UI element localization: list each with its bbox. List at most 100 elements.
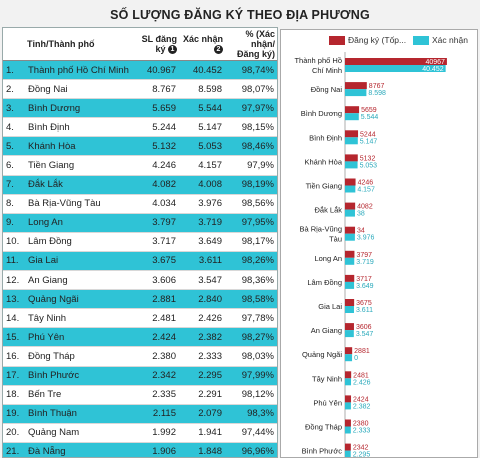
bar-confirmed[interactable] — [345, 426, 351, 434]
table-row[interactable]: 8. Bà Rịa-Vũng Tàu 4.034 3.976 98,56% — [3, 194, 277, 214]
row-index: 3. — [3, 98, 25, 119]
province-header[interactable]: Tỉnh/Thành phố — [25, 28, 129, 61]
bar-confirmed[interactable] — [345, 354, 353, 362]
bar-registered[interactable] — [345, 347, 353, 355]
registered-count: 2.881 — [129, 289, 179, 310]
confirmed-count: 5.147 — [179, 117, 225, 138]
confirmed-header[interactable]: Xác nhận 2 — [179, 28, 225, 61]
legend-item-confirmed[interactable]: Xác nhận — [413, 34, 468, 46]
province-name: Đồng Nai — [25, 79, 129, 100]
data-label-registered: 3606 — [356, 324, 372, 331]
bar-confirmed[interactable] — [345, 402, 351, 410]
bar-confirmed[interactable] — [345, 209, 355, 217]
table-row[interactable]: 1. Thành phố Hồ Chí Minh 40.967 40.452 98,74… — [3, 60, 277, 81]
bar-registered[interactable] — [345, 226, 356, 234]
legend-item-registered[interactable]: Đăng ký (Tốp... — [329, 34, 406, 46]
table-row[interactable]: 21. Đà Nẵng 1.906 1.848 96,96% — [3, 442, 277, 457]
bar-confirmed[interactable] — [345, 89, 367, 97]
category-label: Thành phố Hồ Chí Minh — [294, 56, 342, 75]
table-row[interactable]: 7. Đắk Lắk 4.082 4.008 98,19% — [3, 175, 277, 195]
bar-confirmed[interactable] — [345, 378, 352, 386]
bar-registered[interactable] — [345, 323, 354, 331]
bar-confirmed[interactable] — [345, 450, 351, 457]
category-label: Lâm Đồng — [307, 278, 342, 287]
registered-count: 2.481 — [129, 308, 179, 329]
sort-order-2-icon: 2 — [214, 45, 223, 55]
data-label-registered: 8767 — [369, 83, 385, 90]
bar-registered[interactable] — [345, 202, 356, 210]
confirmed-count: 5.544 — [179, 98, 225, 119]
province-table: Tỉnh/Thành phố SL đăng ký 1 Xác nhận 2 %… — [3, 28, 277, 457]
confirmation-ratio: 98,27% — [225, 327, 277, 348]
registered-header[interactable]: SL đăng ký 1 — [129, 28, 179, 61]
confirmation-ratio: 96,96% — [225, 442, 277, 457]
bar-confirmed[interactable] — [345, 137, 358, 145]
table-row[interactable]: 6. Tiền Giang 4.246 4.157 97,9% — [3, 155, 277, 176]
registered-count: 5.132 — [129, 136, 179, 157]
bar-registered[interactable] — [345, 106, 360, 114]
table-row[interactable]: 18. Bến Tre 2.335 2.291 98,12% — [3, 385, 277, 405]
table-row[interactable]: 9. Long An 3.797 3.719 97,95% — [3, 213, 277, 233]
ratio-header[interactable]: % (Xác nhận/ Đăng ký) — [225, 28, 277, 61]
bar-registered[interactable] — [345, 443, 351, 451]
confirmed-count: 2.840 — [179, 289, 225, 310]
province-name: Gia Lai — [25, 251, 129, 272]
confirmation-ratio: 97,78% — [225, 308, 277, 329]
bar-registered[interactable] — [345, 82, 367, 90]
registered-count: 2.335 — [129, 385, 179, 405]
table-row[interactable]: 20. Quảng Nam 1.992 1.941 97,44% — [3, 423, 277, 443]
bar-registered[interactable] — [345, 371, 352, 379]
table-row[interactable]: 11. Gia Lai 3.675 3.611 98,26% — [3, 251, 277, 272]
table-row[interactable]: 16. Đồng Tháp 2.380 2.333 98,03% — [3, 346, 277, 367]
table-row[interactable]: 19. Bình Thuận 2.115 2.079 98,3% — [3, 404, 277, 424]
bar-registered[interactable] — [345, 419, 351, 427]
confirmation-ratio: 98,03% — [225, 346, 277, 367]
confirmation-ratio: 97,99% — [225, 366, 277, 386]
table-row[interactable]: 15. Phú Yên 2.424 2.382 98,27% — [3, 327, 277, 348]
bar-registered[interactable] — [345, 58, 447, 65]
category-label: Khánh Hòa — [304, 157, 342, 166]
data-label-confirmed: 40.452 — [422, 66, 444, 73]
bar-confirmed[interactable] — [345, 257, 355, 265]
category-label: Gia Lai — [318, 302, 342, 311]
province-name: Đồng Tháp — [25, 346, 129, 367]
table-row[interactable]: 2. Đồng Nai 8.767 8.598 98,07% — [3, 79, 277, 100]
data-label-registered: 3717 — [356, 276, 372, 283]
row-index: 6. — [3, 155, 25, 176]
table-row[interactable]: 3. Bình Dương 5.659 5.544 97,97% — [3, 98, 277, 119]
bar-registered[interactable] — [345, 154, 358, 162]
row-index: 1. — [3, 60, 25, 81]
table-row[interactable]: 5. Khánh Hòa 5.132 5.053 98,46% — [3, 136, 277, 157]
bar-confirmed[interactable] — [345, 306, 354, 313]
table-row[interactable]: 4. Bình Định 5.244 5.147 98,15% — [3, 117, 277, 138]
table-row[interactable]: 17. Bình Phước 2.342 2.295 97,99% — [3, 366, 277, 386]
bar-registered[interactable] — [345, 130, 359, 138]
data-label-registered: 5659 — [361, 107, 377, 114]
confirmation-ratio: 98,12% — [225, 385, 277, 405]
table-row[interactable]: 10. Lâm Đồng 3.717 3.649 98,17% — [3, 232, 277, 252]
bar-confirmed[interactable] — [345, 113, 359, 121]
bar-registered[interactable] — [345, 395, 352, 403]
category-label: An Giang — [311, 326, 342, 335]
row-index: 8. — [3, 194, 25, 214]
table-row[interactable]: 14. Tây Ninh 2.481 2.426 97,78% — [3, 308, 277, 329]
bar-registered[interactable] — [345, 250, 355, 258]
bar-confirmed[interactable] — [345, 281, 355, 289]
bar-registered[interactable] — [345, 178, 356, 186]
registered-count: 3.717 — [129, 232, 179, 252]
table-row[interactable]: 13. Quảng Ngãi 2.881 2.840 98,58% — [3, 289, 277, 310]
bar-confirmed[interactable] — [345, 233, 355, 241]
bar-registered[interactable] — [345, 274, 355, 282]
bar-confirmed[interactable] — [345, 330, 354, 338]
table-row[interactable]: 12. An Giang 3.606 3.547 98,36% — [3, 270, 277, 291]
category-label: Đắk Lắk — [314, 206, 342, 215]
bar-confirmed[interactable] — [345, 161, 358, 169]
bar-confirmed[interactable] — [345, 65, 446, 72]
bar-registered[interactable] — [345, 299, 355, 306]
confirmation-ratio: 98,07% — [225, 79, 277, 100]
registered-count: 1.992 — [129, 423, 179, 443]
data-label-confirmed: 3.611 — [356, 307, 373, 314]
bar-confirmed[interactable] — [345, 185, 356, 193]
legend-swatch-confirmed — [413, 36, 429, 46]
row-index: 13. — [3, 289, 25, 310]
